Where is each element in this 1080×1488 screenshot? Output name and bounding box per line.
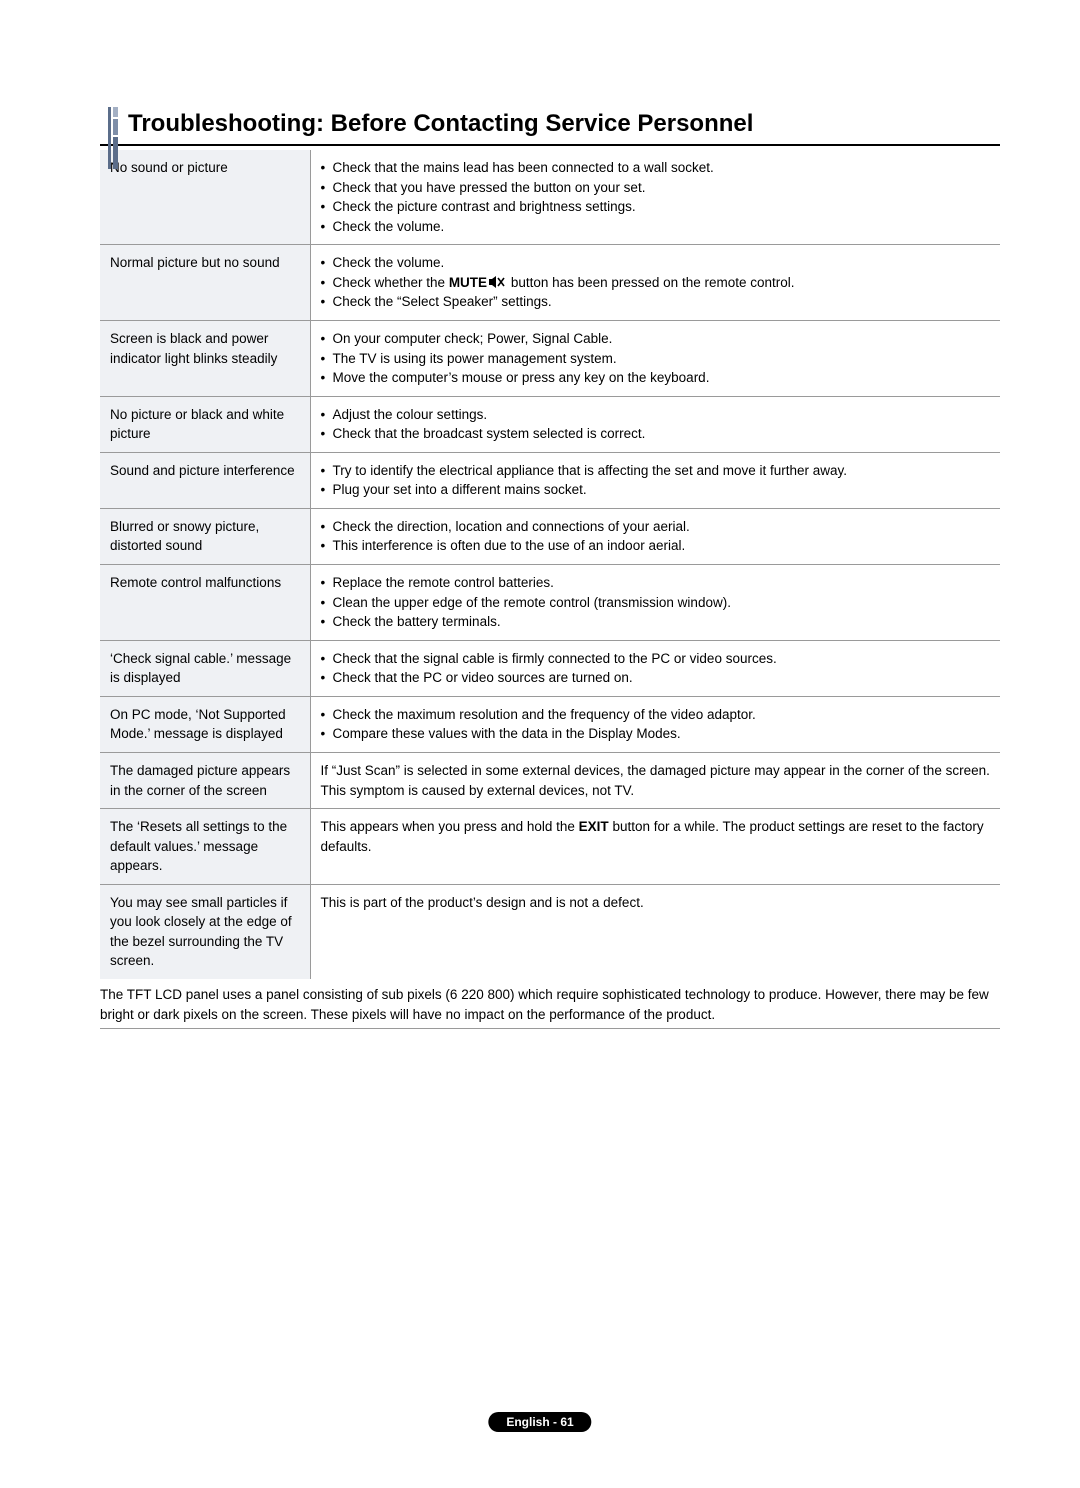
table-row: The ‘Resets all settings to the default … bbox=[100, 809, 1000, 885]
solution-text: This is part of the product’s design and… bbox=[321, 893, 991, 913]
problem-cell: No sound or picture bbox=[100, 150, 310, 245]
troubleshooting-rows: No sound or picture Check that the mains … bbox=[100, 150, 1000, 979]
problem-cell: Sound and picture interference bbox=[100, 452, 310, 508]
table-row: No picture or black and white picture Adj… bbox=[100, 396, 1000, 452]
table-row: On PC mode, ‘Not Supported Mode.’ messag… bbox=[100, 696, 1000, 752]
problem-cell: You may see small particles if you look … bbox=[100, 884, 310, 979]
bottom-rule bbox=[100, 1028, 1000, 1029]
solution-item: Try to identify the electrical appliance… bbox=[321, 461, 991, 481]
footnote: The TFT LCD panel uses a panel consistin… bbox=[100, 979, 1000, 1026]
solution-item: The TV is using its power management sys… bbox=[321, 349, 991, 369]
page-number-label: English - 61 bbox=[488, 1412, 591, 1432]
solution-item: Check that the PC or video sources are t… bbox=[321, 668, 991, 688]
table-row: Normal picture but no soundCheck the vol… bbox=[100, 245, 1000, 321]
problem-cell: Blurred or snowy picture, distorted soun… bbox=[100, 508, 310, 564]
solution-cell: Check the volume.Check whether the MUTE … bbox=[310, 245, 1000, 321]
table-row: Sound and picture interference Try to ide… bbox=[100, 452, 1000, 508]
page-title: Troubleshooting: Before Contacting Servi… bbox=[100, 110, 1000, 138]
solution-item: Check the maximum resolution and the fre… bbox=[321, 705, 991, 725]
problem-cell: On PC mode, ‘Not Supported Mode.’ messag… bbox=[100, 696, 310, 752]
solution-cell: Check that the signal cable is firmly co… bbox=[310, 640, 1000, 696]
problem-cell: No picture or black and white picture bbox=[100, 396, 310, 452]
problem-cell: Normal picture but no sound bbox=[100, 245, 310, 321]
solution-list: Replace the remote control batteries.Cle… bbox=[321, 573, 991, 632]
solution-cell: If “Just Scan” is selected in some exter… bbox=[310, 752, 1000, 808]
solution-list: Check that the mains lead has been conne… bbox=[321, 158, 991, 236]
table-row: Remote control malfunctionsReplace the r… bbox=[100, 565, 1000, 641]
solution-item: Check that the broadcast system selected… bbox=[321, 424, 991, 444]
solution-item: Replace the remote control batteries. bbox=[321, 573, 991, 593]
solution-item: Clean the upper edge of the remote contr… bbox=[321, 593, 991, 613]
solution-item: Check whether the MUTE button has been p… bbox=[321, 273, 991, 293]
solution-cell: Replace the remote control batteries.Cle… bbox=[310, 565, 1000, 641]
problem-cell: Remote control malfunctions bbox=[100, 565, 310, 641]
solution-cell: Adjust the colour settings.Check that th… bbox=[310, 396, 1000, 452]
solution-list: Check the volume.Check whether the MUTE … bbox=[321, 253, 991, 312]
solution-list: Try to identify the electrical appliance… bbox=[321, 461, 991, 500]
title-rule bbox=[100, 144, 1000, 146]
table-row: You may see small particles if you look … bbox=[100, 884, 1000, 979]
table-row: ‘Check signal cable.’ message is display… bbox=[100, 640, 1000, 696]
solution-item: This interference is often due to the us… bbox=[321, 536, 991, 556]
solution-cell: Check the direction, location and connec… bbox=[310, 508, 1000, 564]
solution-cell: On your computer check; Power, Signal Ca… bbox=[310, 320, 1000, 396]
solution-list: Check the maximum resolution and the fre… bbox=[321, 705, 991, 744]
solution-item: Check that the mains lead has been conne… bbox=[321, 158, 991, 178]
solution-item: Adjust the colour settings. bbox=[321, 405, 991, 425]
solution-item: Move the computer’s mouse or press any k… bbox=[321, 368, 991, 388]
solution-item: Plug your set into a different mains soc… bbox=[321, 480, 991, 500]
solution-item: Check the “Select Speaker” settings. bbox=[321, 292, 991, 312]
problem-cell: ‘Check signal cable.’ message is display… bbox=[100, 640, 310, 696]
solution-list: Adjust the colour settings.Check that th… bbox=[321, 405, 991, 444]
solution-text: This appears when you press and hold the… bbox=[321, 817, 991, 856]
solution-cell: This is part of the product’s design and… bbox=[310, 884, 1000, 979]
solution-item: Check the volume. bbox=[321, 253, 991, 273]
solution-item: Check the volume. bbox=[321, 217, 991, 237]
solution-cell: Check the maximum resolution and the fre… bbox=[310, 696, 1000, 752]
solution-item: Check the direction, location and connec… bbox=[321, 517, 991, 537]
page: Troubleshooting: Before Contacting Servi… bbox=[0, 0, 1080, 1488]
solution-item: On your computer check; Power, Signal Ca… bbox=[321, 329, 991, 349]
solution-item: Compare these values with the data in th… bbox=[321, 724, 991, 744]
solution-list: Check that the signal cable is firmly co… bbox=[321, 649, 991, 688]
solution-text: If “Just Scan” is selected in some exter… bbox=[321, 761, 991, 800]
solution-item: Check that you have pressed the button o… bbox=[321, 178, 991, 198]
troubleshooting-table: No sound or picture Check that the mains … bbox=[100, 150, 1000, 979]
table-row: Screen is black and power indicator ligh… bbox=[100, 320, 1000, 396]
problem-cell: The ‘Resets all settings to the default … bbox=[100, 809, 310, 885]
solution-item: Check that the signal cable is firmly co… bbox=[321, 649, 991, 669]
solution-item: Check the picture contrast and brightnes… bbox=[321, 197, 991, 217]
table-row: No sound or picture Check that the mains … bbox=[100, 150, 1000, 245]
solution-list: Check the direction, location and connec… bbox=[321, 517, 991, 556]
table-row: The damaged picture appears in the corne… bbox=[100, 752, 1000, 808]
solution-item: Check the battery terminals. bbox=[321, 612, 991, 632]
problem-cell: Screen is black and power indicator ligh… bbox=[100, 320, 310, 396]
title-side-ornament bbox=[108, 110, 118, 178]
problem-cell: The damaged picture appears in the corne… bbox=[100, 752, 310, 808]
solution-list: On your computer check; Power, Signal Ca… bbox=[321, 329, 991, 388]
solution-cell: Try to identify the electrical appliance… bbox=[310, 452, 1000, 508]
solution-cell: This appears when you press and hold the… bbox=[310, 809, 1000, 885]
table-row: Blurred or snowy picture, distorted soun… bbox=[100, 508, 1000, 564]
solution-cell: Check that the mains lead has been conne… bbox=[310, 150, 1000, 245]
